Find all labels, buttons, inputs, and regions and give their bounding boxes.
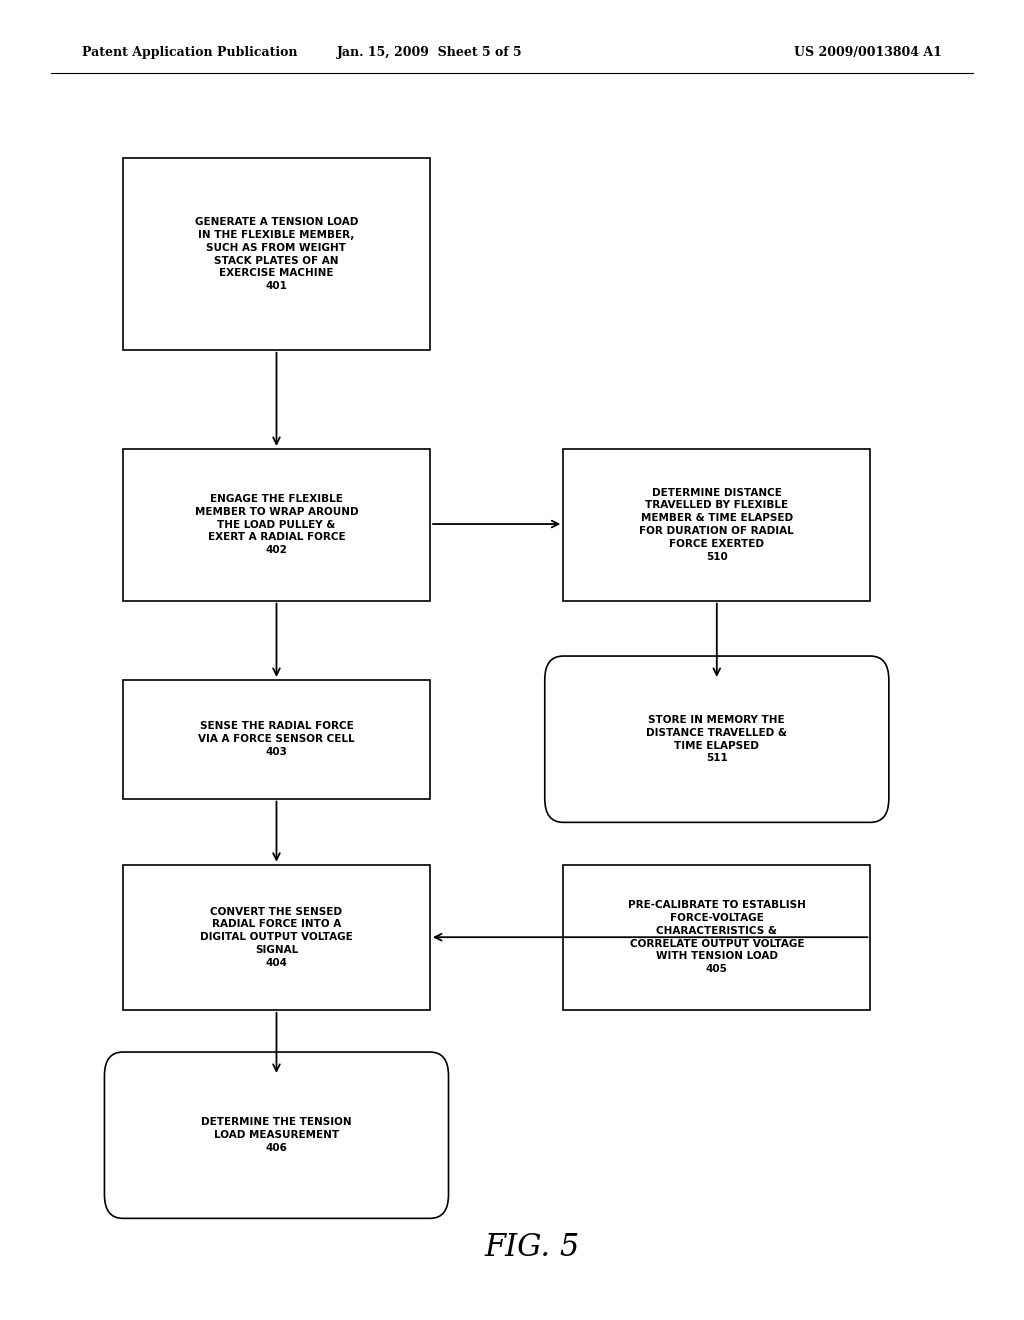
FancyBboxPatch shape <box>545 656 889 822</box>
Bar <box>123 680 430 799</box>
Bar <box>123 158 430 350</box>
Text: Jan. 15, 2009  Sheet 5 of 5: Jan. 15, 2009 Sheet 5 of 5 <box>337 46 523 59</box>
Text: US 2009/0013804 A1: US 2009/0013804 A1 <box>795 46 942 59</box>
Bar <box>123 449 430 601</box>
Bar <box>563 865 870 1010</box>
Bar <box>123 865 430 1010</box>
Text: Patent Application Publication: Patent Application Publication <box>82 46 297 59</box>
Text: GENERATE A TENSION LOAD
IN THE FLEXIBLE MEMBER,
SUCH AS FROM WEIGHT
STACK PLATES: GENERATE A TENSION LOAD IN THE FLEXIBLE … <box>195 216 358 292</box>
Text: PRE-CALIBRATE TO ESTABLISH
FORCE-VOLTAGE
CHARACTERISTICS &
CORRELATE OUTPUT VOLT: PRE-CALIBRATE TO ESTABLISH FORCE-VOLTAGE… <box>628 900 806 974</box>
Text: CONVERT THE SENSED
RADIAL FORCE INTO A
DIGITAL OUTPUT VOLTAGE
SIGNAL
404: CONVERT THE SENSED RADIAL FORCE INTO A D… <box>200 907 353 968</box>
Text: FIG. 5: FIG. 5 <box>484 1232 581 1263</box>
Text: STORE IN MEMORY THE
DISTANCE TRAVELLED &
TIME ELAPSED
511: STORE IN MEMORY THE DISTANCE TRAVELLED &… <box>646 715 787 763</box>
Bar <box>563 449 870 601</box>
Text: DETERMINE DISTANCE
TRAVELLED BY FLEXIBLE
MEMBER & TIME ELAPSED
FOR DURATION OF R: DETERMINE DISTANCE TRAVELLED BY FLEXIBLE… <box>639 487 795 562</box>
Text: SENSE THE RADIAL FORCE
VIA A FORCE SENSOR CELL
403: SENSE THE RADIAL FORCE VIA A FORCE SENSO… <box>199 722 354 756</box>
Text: ENGAGE THE FLEXIBLE
MEMBER TO WRAP AROUND
THE LOAD PULLEY &
EXERT A RADIAL FORCE: ENGAGE THE FLEXIBLE MEMBER TO WRAP AROUN… <box>195 494 358 556</box>
FancyBboxPatch shape <box>104 1052 449 1218</box>
Text: DETERMINE THE TENSION
LOAD MEASUREMENT
406: DETERMINE THE TENSION LOAD MEASUREMENT 4… <box>201 1118 352 1152</box>
